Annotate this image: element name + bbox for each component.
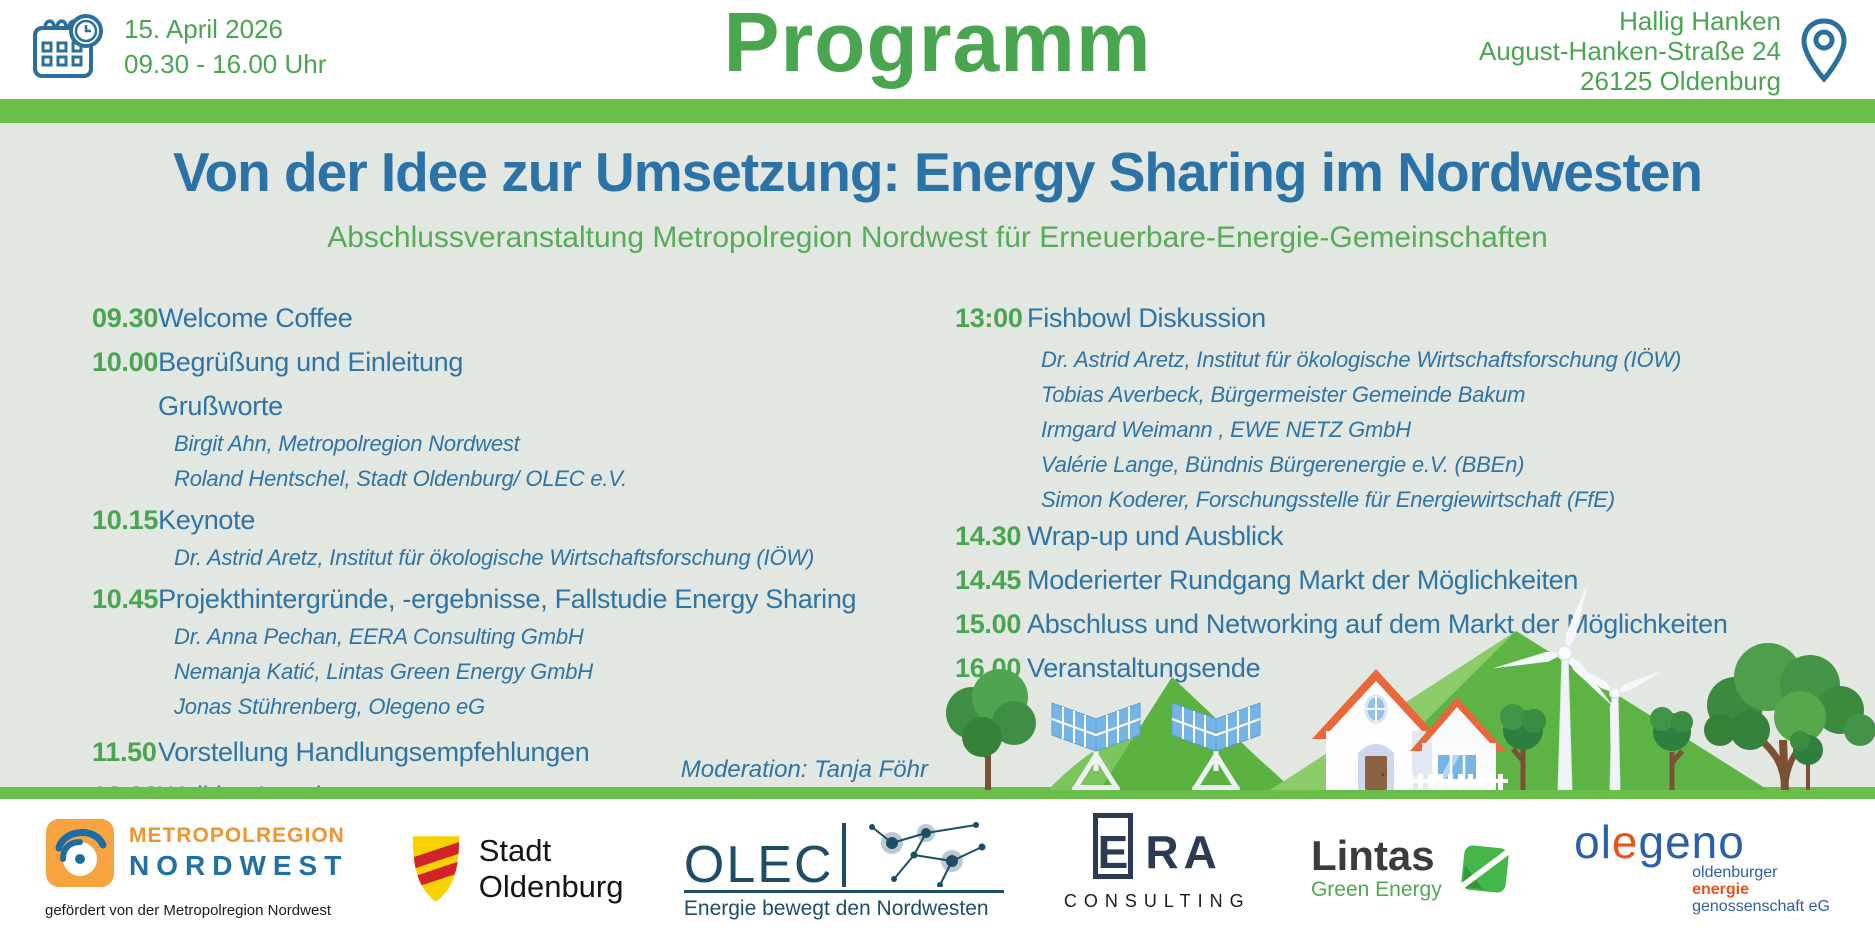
logo-text-line: Oldenburg [478,868,624,904]
speaker-line: Jonas Stührenberg, Olegeno eG [174,694,485,719]
logo-era-consulting: E RA CONSULTING [1063,813,1251,912]
speaker-line: Dr. Anna Pechan, EERA Consulting GmbH [174,624,584,649]
time-label: 15.00 [955,609,1022,639]
schedule-item: 15.00 Abschluss und Networking auf dem M… [955,606,1863,642]
logo-bar: METROPOLREGION NORDWEST gefördert von de… [0,799,1875,938]
top-divider [0,99,1875,123]
event-date-block: 15. April 2026 09.30 - 16.00 Uhr [28,12,326,82]
venue-city: 26125 Oldenburg [1580,66,1781,96]
olegeno-part: e [1611,816,1639,868]
item-title: Abschluss und Networking auf dem Markt d… [1027,609,1728,639]
event-subtitle: Abschlussveranstaltung Metropolregion No… [327,221,1548,254]
olec-underline [683,889,1004,893]
item-title: Begrüßung und Einleitung [158,347,464,377]
time-label: 16.00 [955,653,1022,683]
item-title: Veranstaltungsende [1027,653,1261,683]
time-label: 10.15 [92,505,159,535]
moderation-note: Moderation: Tanja Föhr [680,756,928,783]
item-title: Wrap-up und Ausblick [1027,521,1284,551]
logo-olegeno: olegeno oldenburger energie genossenscha… [1574,819,1830,915]
logo-text-line: RA [1145,826,1222,878]
page-title: Programm [723,0,1152,89]
venue-name: Hallig Hanken [1619,6,1781,36]
schedule-item: 14.45 Moderierter Rundgang Markt der Mög… [955,562,1863,598]
speaker-line: Valérie Lange, Bündnis Bürgerenergie e.V… [1041,452,1525,477]
item-title: Grußworte [158,391,283,421]
metropolregion-logo-icon [46,819,114,887]
speaker-line: Tobias Averbeck, Bürgermeister Gemeinde … [1041,382,1526,407]
item-title: Projekthintergründe, -ergebnisse, Fallst… [158,584,857,614]
schedule-right: 13:00 Fishbowl Diskussion Dr. Astrid Are… [955,292,1863,686]
speaker-line: Roland Hentschel, Stadt Oldenburg/ OLEC … [174,466,628,491]
schedule-item: 10.00 Begrüßung und Einleitung [92,344,940,380]
item-title: Moderierter Rundgang Markt der Möglichke… [1027,565,1579,595]
logo-text-line: NORDWEST [129,850,349,881]
time-label: 14.45 [955,565,1022,595]
logo-text-line: Lintas [1310,831,1435,879]
logo-tagline: CONSULTING [1063,891,1251,911]
logo-tagline: oldenburger [1692,864,1778,881]
logo-tagline: energie [1692,881,1750,898]
event-time: 09.30 - 16.00 Uhr [124,49,327,79]
item-title: Welcome Coffee [158,303,353,333]
funding-caption: gefördert von der Metropolregion Nordwes… [45,902,331,919]
schedule-item: 13:00 Fishbowl Diskussion [955,300,1863,336]
olec-network-icon [868,821,985,887]
oldenburg-shield-icon [412,835,459,902]
logo-tagline: genossenschaft eG [1692,898,1830,915]
logo-tagline: Green Energy [1310,877,1442,901]
schedule-item: 14.30 Wrap-up und Ausblick [955,518,1863,554]
logo-metropolregion-nordwest: METROPOLREGION NORDWEST gefördert von de… [45,818,348,919]
logo-text-line: olegeno [1574,819,1745,865]
time-label [92,388,158,424]
item-title: Vorstellung Handlungsempfehlungen [158,737,590,767]
schedule-item: 09.30 Welcome Coffee [92,300,940,336]
calendar-clock-icon [33,14,103,78]
logo-stadt-oldenburg: Stadt Oldenburg [409,832,624,906]
item-title: Keynote [158,505,256,535]
olec-divider [841,822,846,887]
speaker-line: Nemanja Katić, Lintas Green Energy GmbH [174,659,593,684]
olegeno-part: geno [1638,816,1745,868]
time-label: 14.30 [955,521,1022,551]
bottom-divider [0,787,1875,799]
speaker-line: Simon Koderer, Forschungsstelle für Ener… [1041,487,1615,512]
time-label: 10.00 [92,347,159,377]
time-label: 10.45 [92,584,159,614]
logo-olec: OLEC Energie bewegt den Nordwe [683,817,1004,921]
header: 15. April 2026 09.30 - 16.00 Uhr Program… [0,0,1875,99]
main-content: Von der Idee zur Umsetzung: Energy Shari… [0,123,1875,811]
schedule-item: 10.45 Projekthintergründe, -ergebnisse, … [92,581,940,617]
speaker-line: Irmgard Weimann , EWE NETZ GmbH [1041,417,1411,442]
logo-text-line: Stadt [478,832,552,868]
venue-street: August-Hanken-Straße 24 [1478,36,1781,66]
schedule-item: 10.15 Keynote [92,502,940,538]
time-label: 11.50 [92,737,157,767]
speaker-line: Dr. Astrid Aretz, Institut für ökologisc… [174,545,815,570]
item-title: Fishbowl Diskussion [1027,303,1266,333]
map-pin-icon [1801,18,1847,83]
logo-tagline: Energie bewegt den Nordwesten [683,896,989,920]
lintas-leaf-icon [1455,844,1514,893]
logo-lintas: Lintas Green Energy [1310,831,1514,902]
logo-text-line: METROPOLREGION [129,824,345,847]
speaker-line: Birgit Ahn, Metropolregion Nordwest [174,431,520,456]
event-title: Von der Idee zur Umsetzung: Energy Shari… [172,141,1703,203]
schedule-left: 09.30 Welcome Coffee 10.00 Begrüßung und… [92,292,940,814]
olegeno-part: ol [1574,816,1612,868]
schedule-item: 11.50 Vorstellung Handlungsempfehlungen [92,734,940,770]
logo-text-line: OLEC [683,835,834,894]
schedule-item: Grußworte [92,388,940,424]
era-letter-mark: E [1092,813,1146,879]
schedule-item: 16.00 Veranstaltungsende [955,650,1863,686]
speaker-line: Dr. Astrid Aretz, Institut für ökologisc… [1041,347,1682,372]
time-label: 13:00 [955,303,1023,333]
venue-block: Hallig Hanken August-Hanken-Straße 24 26… [1479,6,1849,96]
event-date: 15. April 2026 [124,14,284,44]
time-label: 09.30 [92,303,159,333]
